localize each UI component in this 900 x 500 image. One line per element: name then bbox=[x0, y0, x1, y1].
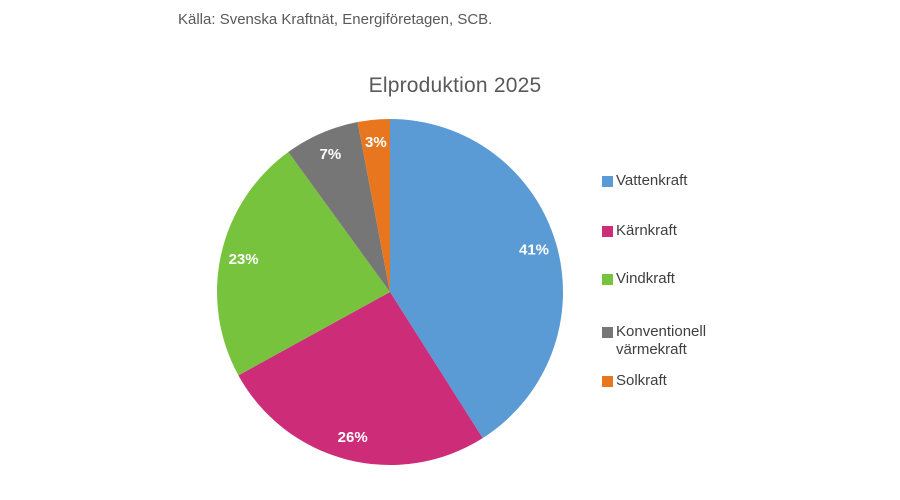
chart-title: Elproduktion 2025 bbox=[368, 74, 542, 97]
pie-data-label-solkraft: 3% bbox=[365, 134, 387, 151]
legend-label-solkraft: Solkraft bbox=[616, 372, 667, 389]
chart-legend: Vattenkraft Kärnkraft Vindkraft Konventi… bbox=[602, 0, 762, 500]
pie-slice-vattenkraft bbox=[390, 119, 564, 439]
pie-data-label-konventionell-v-rmekraft: 7% bbox=[320, 146, 342, 163]
legend-label-vindkraft: Vindkraft bbox=[616, 270, 675, 287]
source-attribution: Källa: Svenska Kraftnät, Energiföretagen… bbox=[178, 11, 493, 28]
legend-label-konventionell-varmekraft: Konventionell värmekraft bbox=[616, 323, 707, 358]
pie-data-label-vindkraft: 23% bbox=[229, 251, 259, 268]
pie-data-label-vattenkraft: 41% bbox=[519, 242, 549, 259]
legend-swatch-vattenkraft bbox=[602, 176, 613, 187]
legend-item-solkraft: Solkraft bbox=[602, 372, 667, 390]
legend-item-vindkraft: Vindkraft bbox=[602, 270, 675, 288]
legend-swatch-karnkraft bbox=[602, 226, 613, 237]
legend-item-konventionell-varmekraft: Konventionell värmekraft bbox=[602, 323, 721, 359]
legend-label-vattenkraft: Vattenkraft bbox=[616, 172, 688, 189]
legend-item-vattenkraft: Vattenkraft bbox=[602, 172, 687, 190]
legend-swatch-solkraft bbox=[602, 376, 613, 387]
pie-slice-solkraft bbox=[357, 119, 390, 292]
pie-slice-vindkraft bbox=[217, 152, 390, 376]
legend-swatch-konventionell-varmekraft bbox=[602, 327, 613, 338]
pie-data-label-k-rnkraft: 26% bbox=[338, 429, 368, 446]
legend-swatch-vindkraft bbox=[602, 274, 613, 285]
legend-item-karnkraft: Kärnkraft bbox=[602, 222, 677, 240]
pie-slice-konventionell-v-rmekraft bbox=[288, 122, 390, 292]
pie-slice-k-rnkraft bbox=[238, 292, 483, 466]
legend-label-karnkraft: Kärnkraft bbox=[616, 222, 677, 239]
